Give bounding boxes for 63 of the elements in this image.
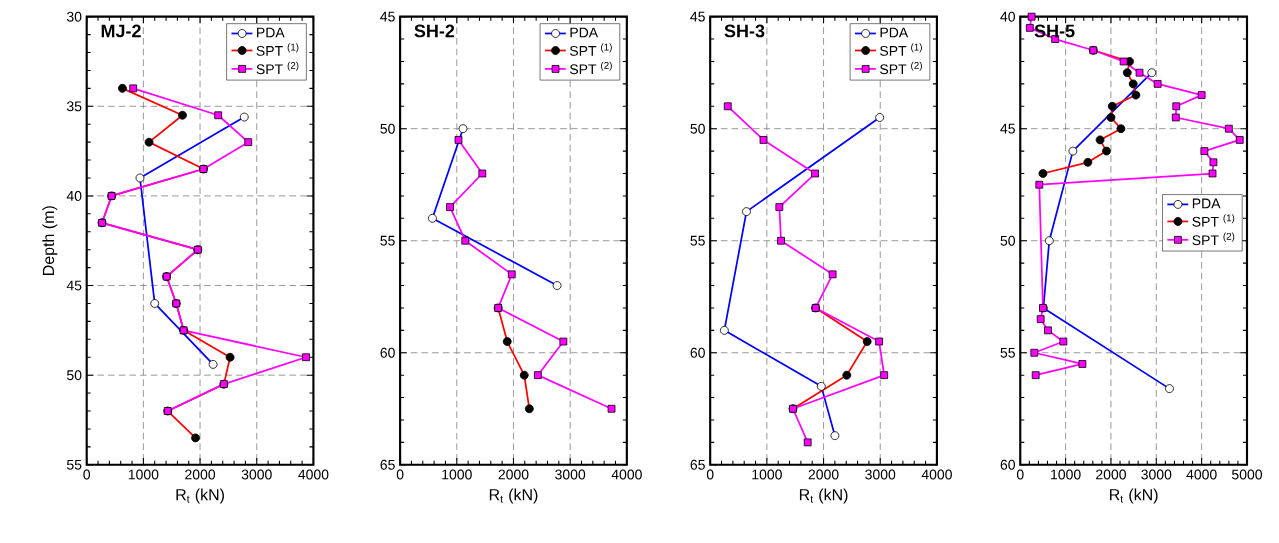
y-tick-label: 60 xyxy=(380,347,395,358)
y-tick-label: 45 xyxy=(66,280,82,291)
y-tick-label: 55 xyxy=(1000,347,1015,358)
y-tick-label: 40 xyxy=(66,191,82,201)
legend-label: SPT $^{(1)}$ xyxy=(880,43,922,56)
legend-label: SPT $^{(2)}$ xyxy=(569,61,612,75)
x-tick-label: 2000 xyxy=(498,469,529,480)
x-axis-title: R$_{t}$ (kN) xyxy=(1110,488,1158,504)
chart-title: SH-2 xyxy=(414,24,455,38)
chart-title: SH-3 xyxy=(724,24,765,38)
y-tick-label: 60 xyxy=(1000,459,1015,470)
y-tick-label: 50 xyxy=(66,370,82,381)
legend-label: PDA xyxy=(570,27,599,38)
y-tick-label: 55 xyxy=(690,235,705,246)
x-tick-label: 1000 xyxy=(1051,469,1081,480)
y-tick-label: 50 xyxy=(690,123,705,134)
chart-title: MJ-2 xyxy=(101,24,141,38)
x-tick-label: 0 xyxy=(706,469,714,480)
x-tick-label: 0 xyxy=(396,469,404,480)
legend-label: SPT $^{(1)}$ xyxy=(256,43,299,56)
x-tick-label: 3000 xyxy=(555,469,586,480)
y-axis-title: Depth (m) xyxy=(42,206,58,276)
x-tick-label: 3000 xyxy=(865,469,896,480)
x-tick-label: 3000 xyxy=(1141,469,1172,480)
x-tick-label: 4000 xyxy=(1186,469,1217,480)
legend-label: PDA xyxy=(1192,198,1221,209)
x-axis-title: R$_{t}$ (kN) xyxy=(799,488,848,504)
legend-label: SPT $^{(2)}$ xyxy=(880,61,922,75)
legend-label: SPT $^{(1)}$ xyxy=(1192,214,1235,227)
x-tick-label: 2000 xyxy=(1096,469,1126,480)
y-tick-label: 30 xyxy=(66,11,82,22)
x-tick-label: 4000 xyxy=(921,469,952,480)
x-axis-title: R$_{t}$ (kN) xyxy=(489,488,538,504)
x-tick-label: 1000 xyxy=(752,469,782,480)
x-tick-label: 1000 xyxy=(128,469,159,480)
x-tick-label: 4000 xyxy=(298,469,329,480)
x-tick-label: 0 xyxy=(83,469,91,480)
legend-label: PDA xyxy=(257,27,285,38)
legend-label: PDA xyxy=(880,27,909,38)
y-tick-label: 55 xyxy=(380,235,395,246)
y-tick-label: 45 xyxy=(690,11,705,22)
y-tick-label: 40 xyxy=(1000,11,1015,22)
y-tick-label: 60 xyxy=(690,347,705,358)
legend-label: SPT $^{(2)}$ xyxy=(1192,232,1235,246)
y-tick-label: 50 xyxy=(1000,235,1015,246)
x-tick-label: 1000 xyxy=(442,469,472,480)
legend-label: SPT $^{(2)}$ xyxy=(256,61,299,75)
chart-title: SH-5 xyxy=(1034,24,1075,38)
legend-label: SPT $^{(1)}$ xyxy=(569,43,612,56)
y-tick-label: 50 xyxy=(380,123,395,134)
x-tick-label: 2000 xyxy=(185,469,216,480)
y-tick-label: 65 xyxy=(380,459,395,470)
x-tick-label: 2000 xyxy=(808,469,839,480)
y-tick-label: 45 xyxy=(380,11,395,22)
y-tick-label: 35 xyxy=(66,101,82,112)
x-axis-title: R$_{t}$ (kN) xyxy=(176,488,224,504)
y-tick-label: 45 xyxy=(1000,123,1015,134)
x-tick-label: 0 xyxy=(1016,469,1024,480)
x-tick-label: 4000 xyxy=(611,469,642,480)
x-tick-label: 3000 xyxy=(241,469,272,480)
y-tick-label: 65 xyxy=(690,459,705,470)
y-tick-label: 55 xyxy=(66,460,82,470)
x-tick-label: 5000 xyxy=(1231,469,1263,480)
